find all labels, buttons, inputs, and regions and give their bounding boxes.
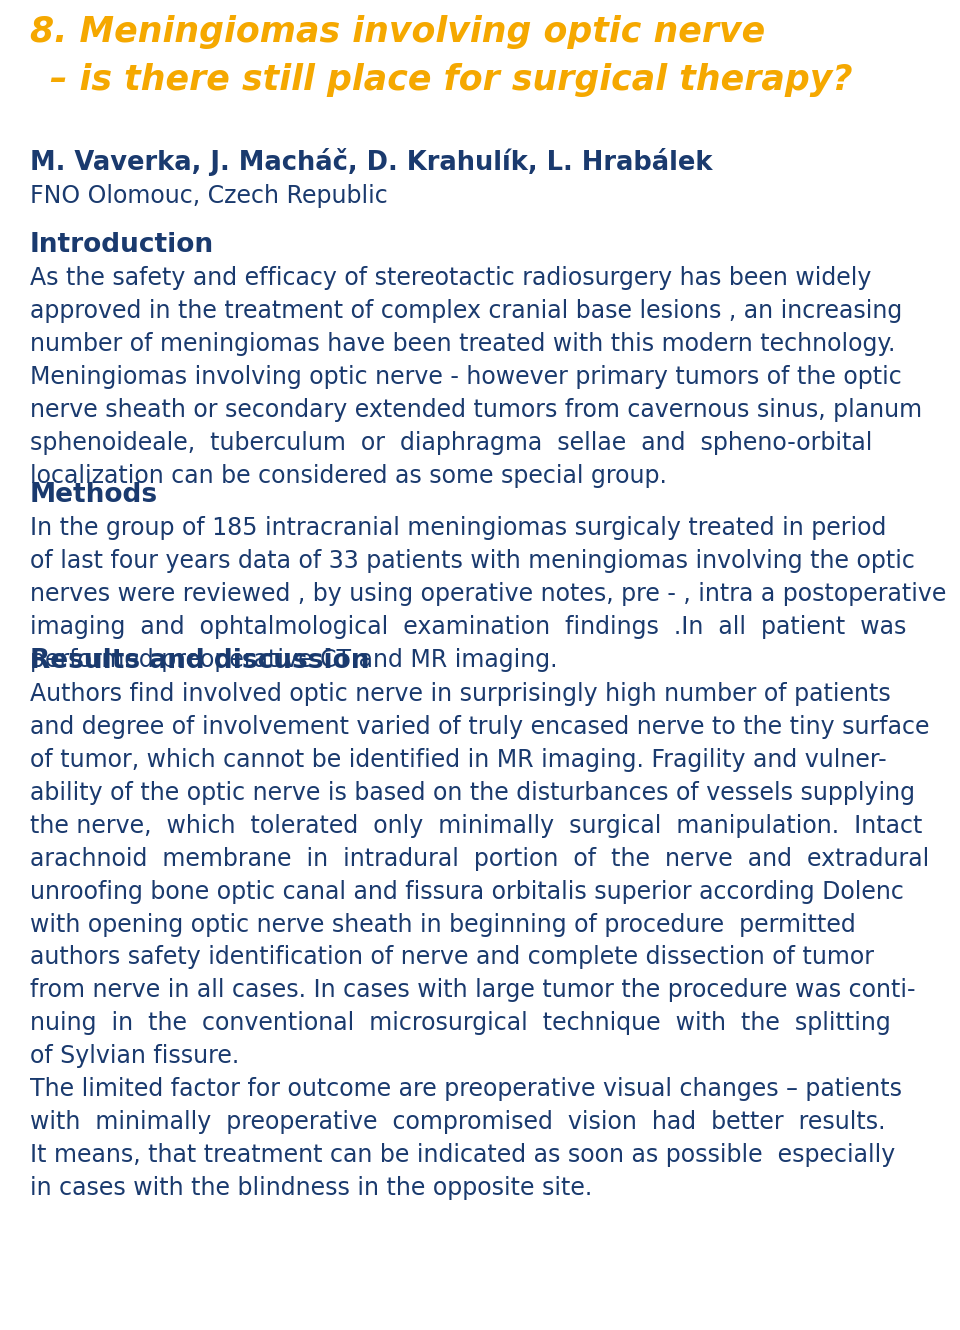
Text: Results and discussion: Results and discussion	[30, 648, 370, 674]
Text: M. Vaverka, J. Macháč, D. Krahulík, L. Hrabálek: M. Vaverka, J. Macháč, D. Krahulík, L. H…	[30, 148, 712, 176]
Text: 8. Meningiomas involving optic nerve: 8. Meningiomas involving optic nerve	[30, 15, 765, 49]
Text: Introduction: Introduction	[30, 231, 214, 258]
Text: Authors find involved optic nerve in surprisingly high number of patients
and de: Authors find involved optic nerve in sur…	[30, 682, 929, 1200]
Text: In the group of 185 intracranial meningiomas surgicaly treated in period
of last: In the group of 185 intracranial meningi…	[30, 516, 947, 672]
Text: – is there still place for surgical therapy?: – is there still place for surgical ther…	[50, 63, 852, 97]
Text: Methods: Methods	[30, 481, 158, 508]
Text: FNO Olomouc, Czech Republic: FNO Olomouc, Czech Republic	[30, 184, 388, 207]
Text: As the safety and efficacy of stereotactic radiosurgery has been widely
approved: As the safety and efficacy of stereotact…	[30, 266, 923, 488]
